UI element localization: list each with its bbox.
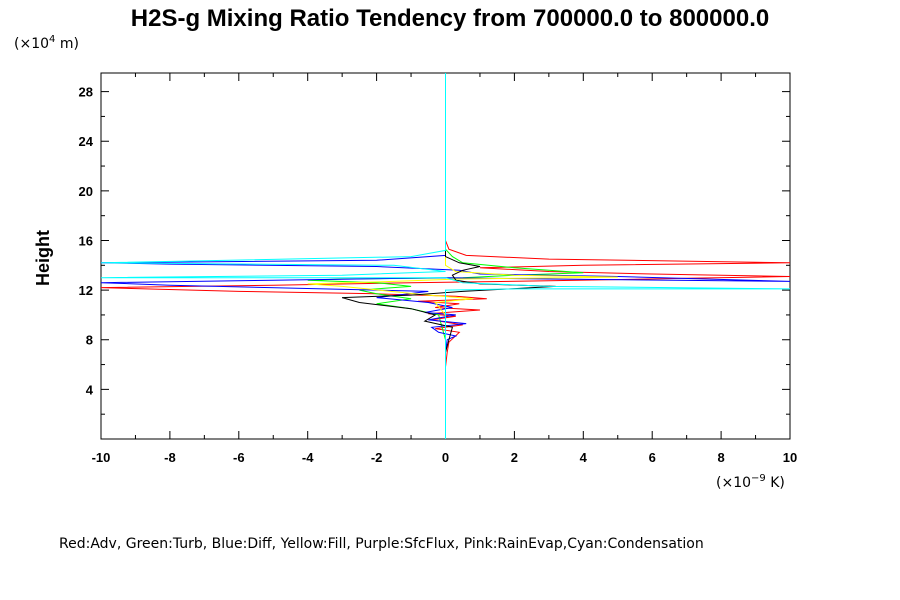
series-line-3 <box>307 73 618 316</box>
series-line-4 <box>341 73 556 353</box>
x-tick-label: 2 <box>511 450 518 465</box>
y-tick-label: 8 <box>86 333 93 348</box>
x-tick-label: 10 <box>783 450 797 465</box>
series-line-0 <box>101 73 790 368</box>
series-line-5 <box>101 73 790 439</box>
y-tick-label: 24 <box>79 134 94 149</box>
y-axis-label: Height <box>33 230 53 286</box>
x-tick-label: 6 <box>649 450 656 465</box>
series-line-2 <box>101 73 790 353</box>
x-tick-label: 8 <box>717 450 724 465</box>
y-tick-label: 28 <box>79 85 93 100</box>
x-tick-label: -2 <box>371 450 383 465</box>
y-tick-label: 4 <box>86 382 94 397</box>
x-tick-label: -6 <box>233 450 245 465</box>
y-tick-label: 20 <box>79 184 93 199</box>
x-tick-label: 0 <box>442 450 449 465</box>
x-tick-label: -4 <box>302 450 314 465</box>
y-tick-label: 16 <box>79 233 93 248</box>
legend: Red:Adv, Green:Turb, Blue:Diff, Yellow:F… <box>59 536 704 552</box>
y-tick-label: 12 <box>79 283 93 298</box>
x-tick-label: -10 <box>92 450 111 465</box>
x-axis-unit: (×10−9 K) <box>716 473 785 491</box>
x-tick-label: -8 <box>164 450 176 465</box>
y-axis-unit: (×104 m) <box>14 34 79 52</box>
x-tick-label: 4 <box>580 450 588 465</box>
chart-title: H2S-g Mixing Ratio Tendency from 700000.… <box>131 5 769 32</box>
